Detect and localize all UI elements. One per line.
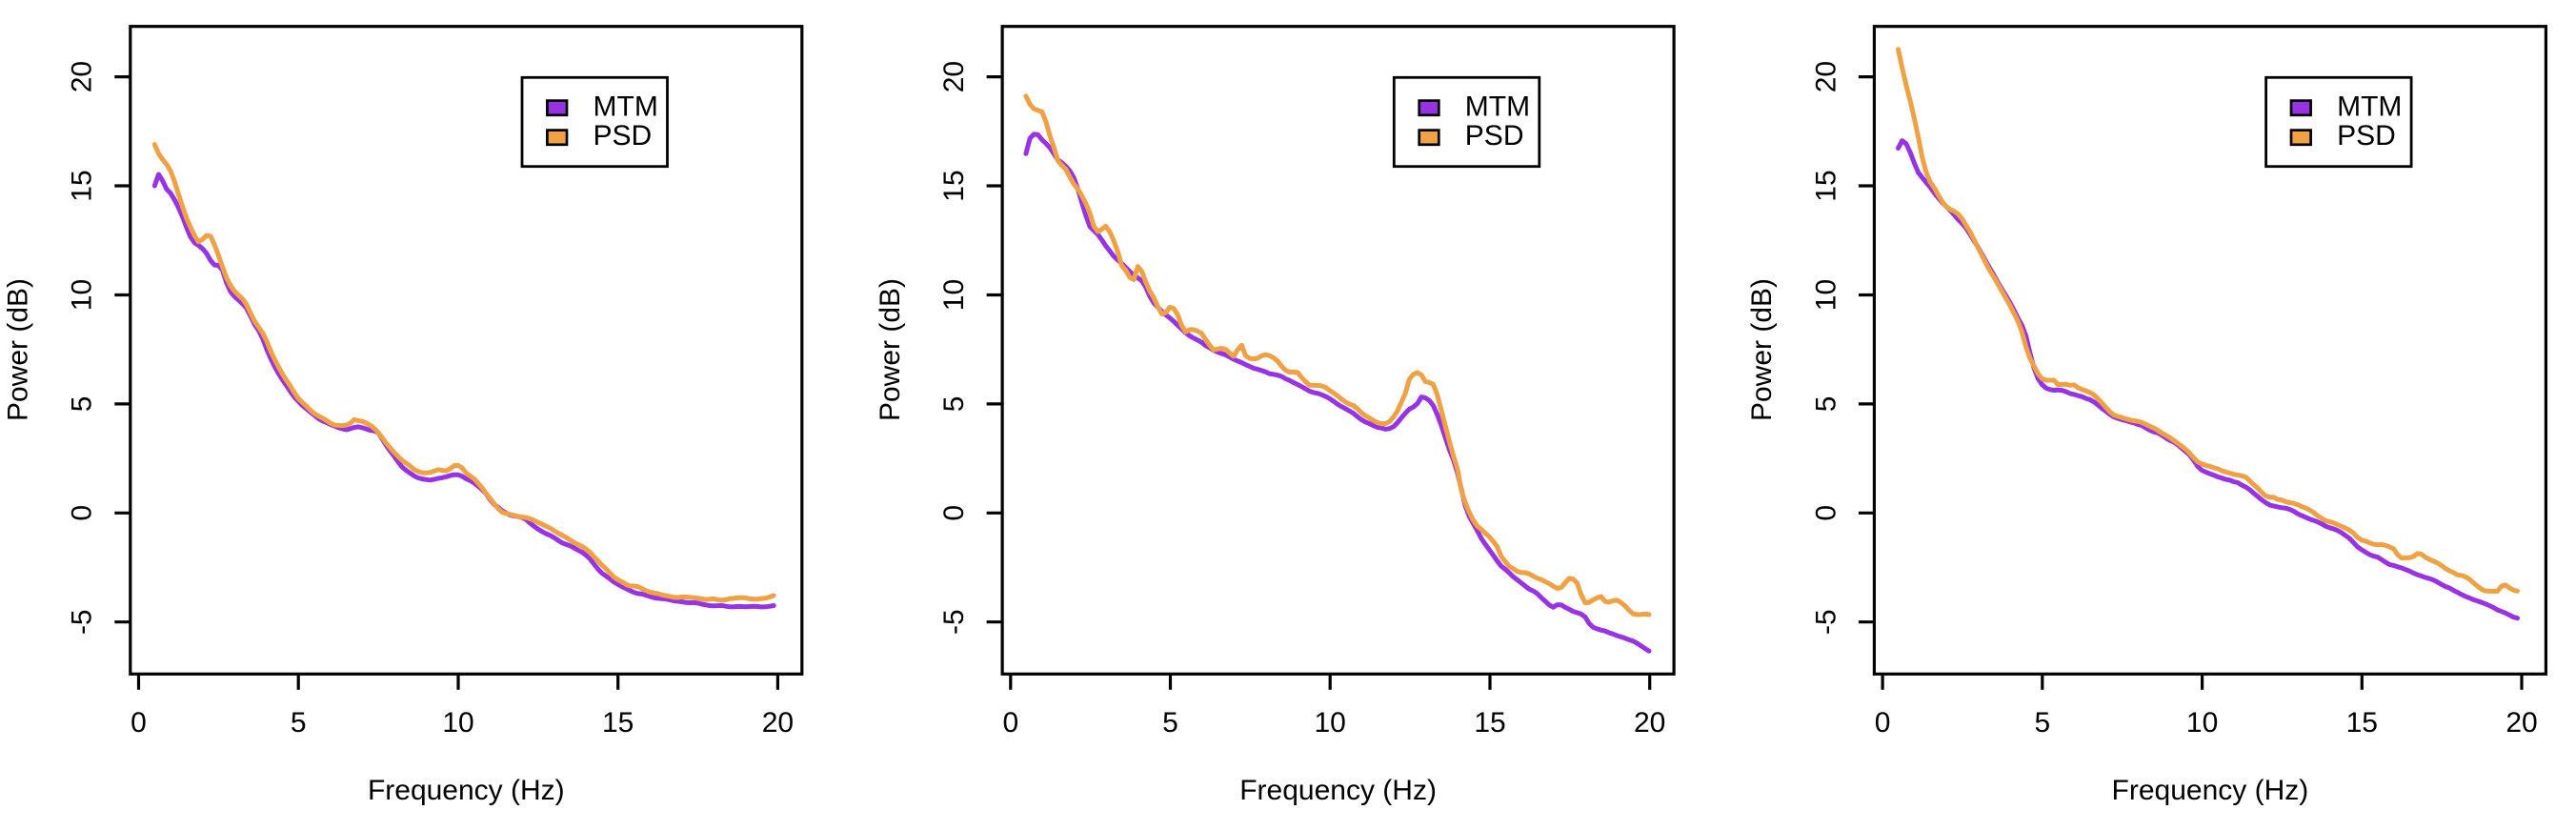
svg-text:-5: -5: [1810, 609, 1841, 635]
svg-text:15: 15: [2346, 707, 2378, 739]
svg-text:Frequency (Hz): Frequency (Hz): [1239, 775, 1437, 806]
svg-text:0: 0: [1002, 707, 1018, 739]
svg-text:15: 15: [938, 170, 970, 201]
svg-text:10: 10: [2186, 707, 2218, 739]
svg-text:20: 20: [938, 61, 970, 92]
svg-text:20: 20: [1634, 707, 1665, 739]
svg-text:10: 10: [67, 279, 98, 311]
svg-text:10: 10: [442, 707, 473, 739]
svg-text:0: 0: [67, 505, 98, 521]
svg-text:15: 15: [1474, 707, 1505, 739]
svg-text:10: 10: [938, 279, 970, 311]
svg-text:20: 20: [2506, 707, 2537, 739]
svg-text:Power (dB): Power (dB): [1746, 278, 1778, 421]
svg-text:5: 5: [291, 707, 307, 739]
svg-text:-5: -5: [938, 609, 970, 635]
svg-text:15: 15: [67, 170, 98, 201]
svg-text:Power (dB): Power (dB): [3, 278, 34, 421]
svg-text:20: 20: [762, 707, 794, 739]
svg-text:PSD: PSD: [594, 120, 653, 152]
svg-text:0: 0: [938, 505, 970, 521]
svg-text:20: 20: [67, 61, 98, 92]
svg-text:5: 5: [67, 396, 98, 413]
svg-text:MTM: MTM: [2337, 91, 2402, 123]
svg-text:5: 5: [1162, 707, 1178, 739]
svg-text:10: 10: [1315, 707, 1346, 739]
svg-text:0: 0: [1810, 505, 1841, 521]
svg-text:5: 5: [1810, 396, 1841, 413]
svg-text:0: 0: [131, 707, 147, 739]
svg-text:Frequency (Hz): Frequency (Hz): [368, 775, 565, 806]
svg-text:10: 10: [1810, 279, 1841, 311]
svg-text:MTM: MTM: [594, 91, 658, 123]
svg-text:20: 20: [1810, 61, 1841, 92]
svg-text:15: 15: [1810, 170, 1841, 201]
svg-text:PSD: PSD: [1465, 120, 1524, 152]
svg-text:5: 5: [938, 396, 970, 413]
svg-text:5: 5: [2034, 707, 2050, 739]
svg-text:MTM: MTM: [1465, 91, 1530, 123]
svg-text:Frequency (Hz): Frequency (Hz): [2112, 775, 2309, 806]
svg-text:-5: -5: [67, 609, 98, 635]
svg-text:Power (dB): Power (dB): [875, 278, 906, 421]
svg-text:PSD: PSD: [2337, 120, 2396, 152]
svg-text:0: 0: [1875, 707, 1891, 739]
svg-text:15: 15: [602, 707, 634, 739]
